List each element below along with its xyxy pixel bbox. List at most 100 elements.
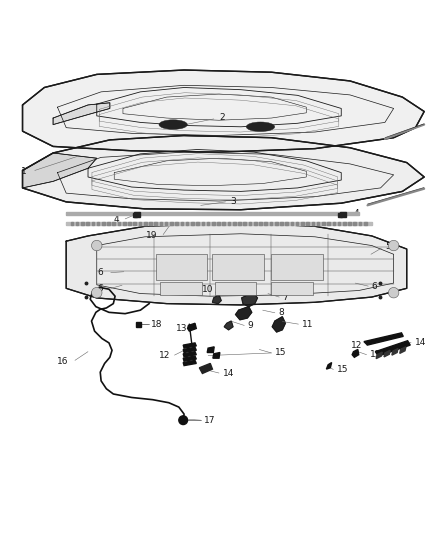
Text: 14: 14 (223, 368, 234, 377)
Polygon shape (123, 222, 126, 225)
Polygon shape (212, 222, 215, 225)
Text: 1: 1 (21, 167, 26, 176)
Ellipse shape (159, 120, 187, 130)
Polygon shape (183, 352, 196, 357)
Polygon shape (332, 222, 335, 225)
Polygon shape (66, 212, 359, 215)
Text: 6: 6 (98, 268, 103, 277)
Bar (272, 282, 313, 295)
Polygon shape (338, 222, 340, 225)
Polygon shape (353, 222, 356, 225)
Text: 10: 10 (202, 285, 214, 294)
Circle shape (389, 240, 399, 251)
Polygon shape (207, 222, 209, 225)
Polygon shape (217, 222, 220, 225)
Polygon shape (306, 222, 309, 225)
Polygon shape (159, 222, 162, 225)
Bar (212, 254, 264, 280)
Polygon shape (286, 222, 288, 225)
Text: 4: 4 (114, 215, 120, 224)
Polygon shape (76, 222, 78, 225)
Polygon shape (86, 222, 89, 225)
Polygon shape (392, 349, 398, 355)
Polygon shape (66, 222, 372, 225)
Polygon shape (400, 347, 406, 353)
Polygon shape (170, 222, 173, 225)
Polygon shape (384, 350, 390, 357)
Text: 16: 16 (57, 357, 68, 366)
Polygon shape (244, 222, 246, 225)
Polygon shape (180, 222, 183, 225)
Text: 19: 19 (145, 231, 157, 239)
Polygon shape (364, 222, 367, 225)
Polygon shape (183, 360, 196, 366)
Polygon shape (191, 222, 194, 225)
Polygon shape (238, 222, 241, 225)
Text: 9: 9 (247, 321, 253, 330)
Polygon shape (81, 222, 84, 225)
Polygon shape (92, 222, 94, 225)
Polygon shape (375, 341, 410, 356)
Polygon shape (259, 222, 262, 225)
Polygon shape (326, 362, 332, 369)
Polygon shape (186, 222, 188, 225)
Text: 13: 13 (176, 324, 187, 333)
Text: 15: 15 (275, 349, 286, 358)
Polygon shape (236, 306, 252, 320)
Polygon shape (213, 352, 220, 358)
Text: 5: 5 (385, 243, 391, 252)
Text: 4: 4 (353, 209, 359, 218)
Polygon shape (224, 321, 233, 330)
Polygon shape (107, 222, 110, 225)
Polygon shape (183, 343, 196, 348)
Polygon shape (136, 322, 141, 327)
Polygon shape (343, 222, 346, 225)
Text: 14: 14 (415, 338, 426, 347)
Bar (155, 254, 207, 280)
Text: 11: 11 (302, 320, 314, 329)
Polygon shape (187, 323, 196, 331)
Text: 7: 7 (283, 293, 288, 302)
Bar (215, 282, 256, 295)
Polygon shape (22, 135, 424, 210)
Text: 2: 2 (219, 112, 225, 122)
Polygon shape (196, 222, 199, 225)
Polygon shape (154, 222, 157, 225)
Text: 12: 12 (351, 341, 362, 350)
Polygon shape (175, 222, 178, 225)
Text: 13: 13 (370, 350, 381, 359)
Text: 8: 8 (278, 308, 284, 317)
Polygon shape (183, 348, 196, 352)
Polygon shape (66, 223, 407, 305)
Text: 12: 12 (159, 351, 170, 360)
Ellipse shape (246, 122, 275, 132)
Polygon shape (183, 356, 196, 361)
Text: 17: 17 (204, 416, 215, 425)
Bar (160, 282, 201, 295)
Polygon shape (275, 222, 278, 225)
Polygon shape (71, 222, 73, 225)
Polygon shape (265, 222, 267, 225)
Polygon shape (97, 222, 99, 225)
Polygon shape (144, 222, 147, 225)
Polygon shape (376, 352, 382, 359)
Text: 18: 18 (151, 320, 163, 329)
Polygon shape (113, 222, 115, 225)
Polygon shape (134, 222, 136, 225)
Polygon shape (223, 222, 225, 225)
Bar (272, 254, 323, 280)
Polygon shape (165, 222, 167, 225)
Polygon shape (53, 103, 110, 125)
Text: 3: 3 (230, 197, 236, 206)
Circle shape (179, 416, 187, 425)
Polygon shape (352, 350, 359, 357)
Polygon shape (272, 317, 286, 332)
Polygon shape (317, 222, 319, 225)
Polygon shape (228, 222, 230, 225)
Polygon shape (128, 222, 131, 225)
Polygon shape (359, 222, 361, 225)
Polygon shape (207, 347, 214, 352)
Polygon shape (134, 212, 140, 217)
Circle shape (92, 240, 102, 251)
Polygon shape (290, 222, 293, 225)
